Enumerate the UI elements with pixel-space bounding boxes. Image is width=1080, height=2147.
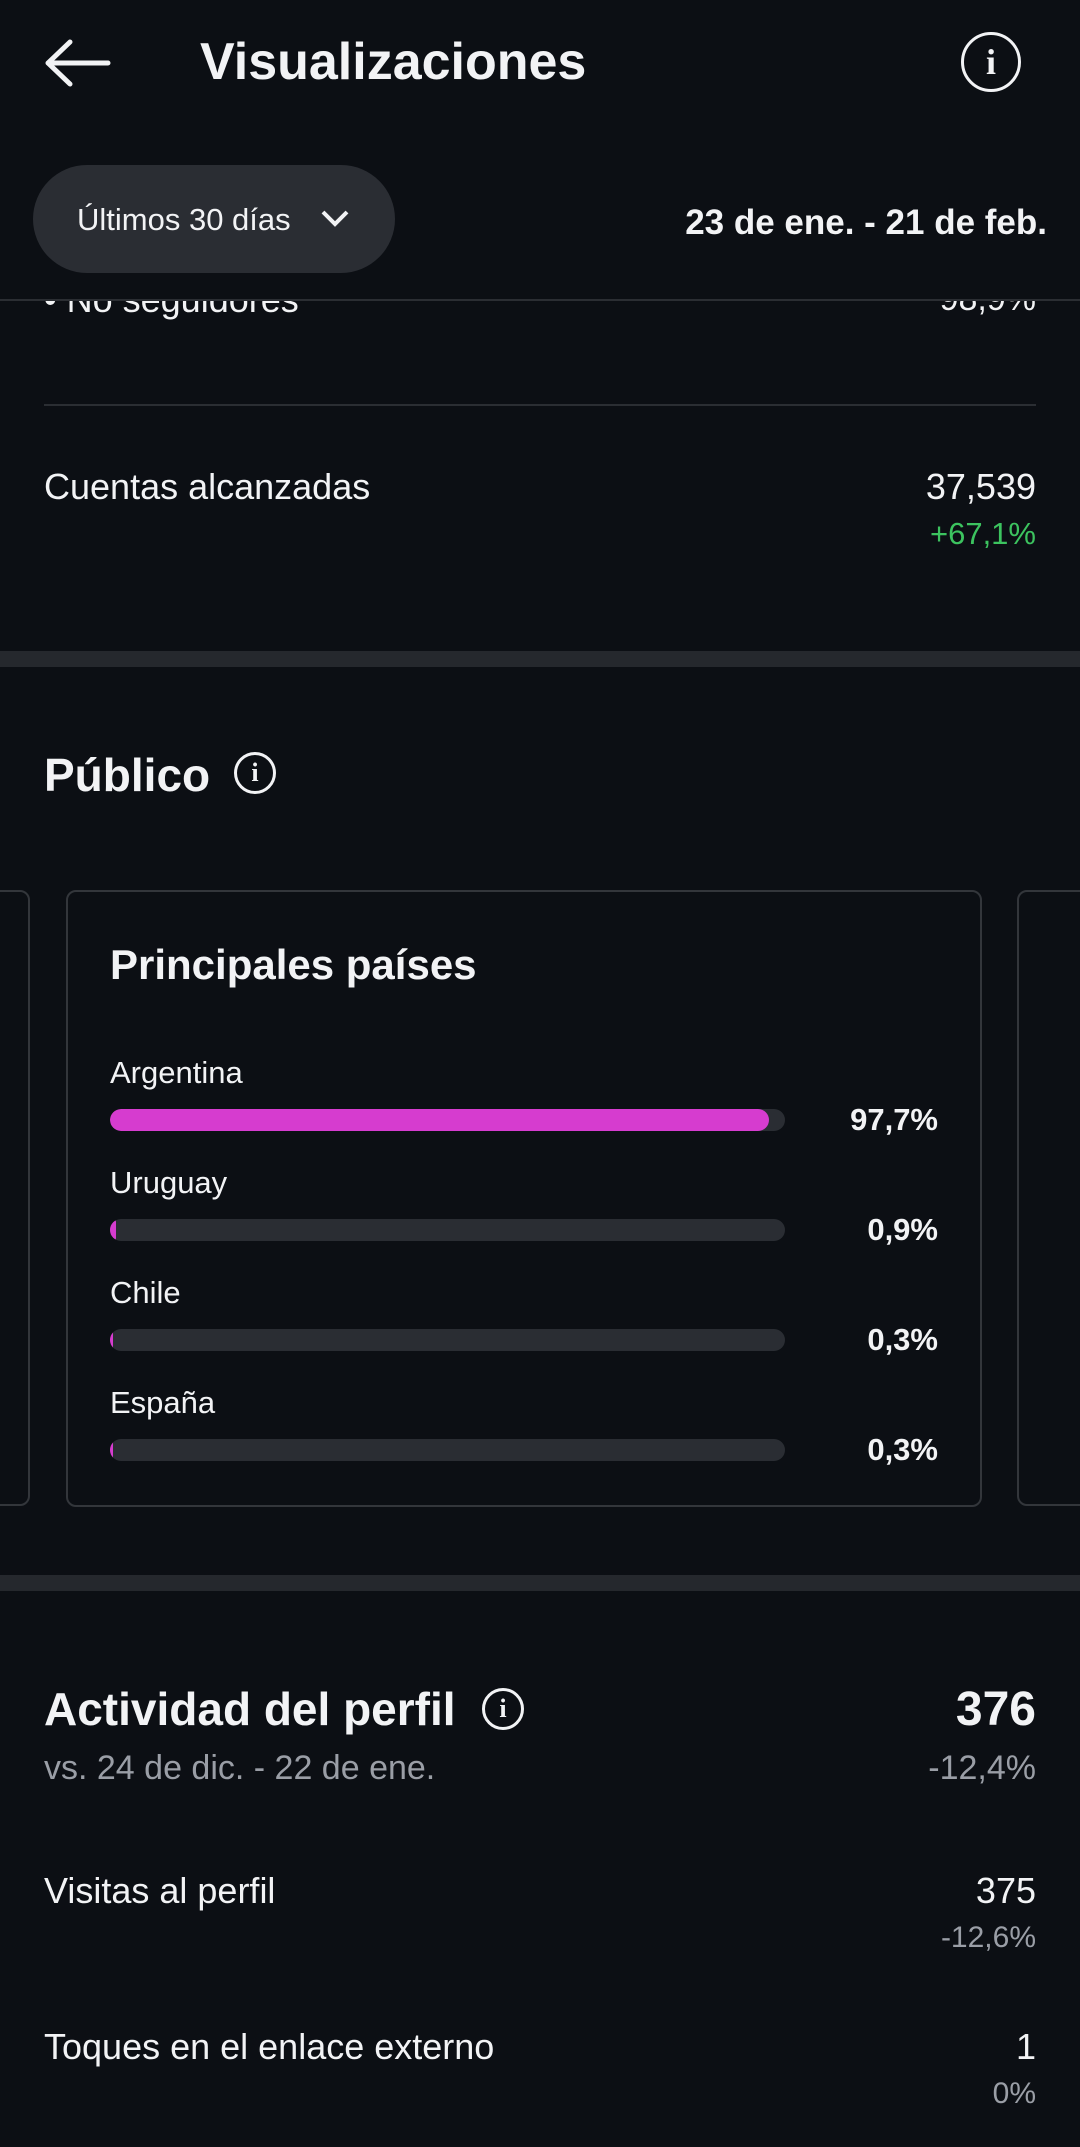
info-button[interactable]: i	[961, 32, 1021, 92]
section-title: Público	[44, 749, 211, 801]
country-label: Argentina	[110, 1055, 243, 1090]
activity-change: -12,4%	[928, 1749, 1036, 1787]
country-label: Chile	[110, 1275, 181, 1310]
country-label: España	[110, 1385, 216, 1420]
page-title: Visualizaciones	[200, 33, 587, 91]
row-value: 375	[975, 1870, 1036, 1911]
card-title: Principales países	[110, 941, 477, 988]
bar	[110, 1439, 113, 1461]
back-button[interactable]	[44, 38, 114, 88]
comparison: vs. 24 de dic. - 22 de ene.	[44, 1749, 436, 1787]
row-value: 1	[1015, 2026, 1036, 2067]
header: Visualizaciones i Últimos 30 días 23 de …	[0, 0, 1080, 301]
info-button[interactable]: i	[234, 752, 276, 794]
bar	[110, 1219, 117, 1241]
reach-label: Cuentas alcanzadas	[44, 466, 371, 507]
bar-track	[110, 1439, 785, 1461]
row-change: -12,6%	[940, 1921, 1036, 1954]
bar-track	[110, 1329, 785, 1351]
card[interactable]	[0, 890, 30, 1506]
reach-value: 37,539	[925, 466, 1036, 507]
country-label: Uruguay	[110, 1165, 228, 1200]
divider	[44, 404, 1036, 406]
bar	[110, 1329, 113, 1351]
section-band	[0, 651, 1080, 667]
bar-track	[110, 1109, 785, 1131]
value-label: 0,3%	[867, 1432, 938, 1467]
bar	[110, 1109, 770, 1131]
row-label: Toques en el enlace externo	[44, 2026, 495, 2067]
value-label: 97,7%	[850, 1102, 938, 1137]
period-label: Últimos 30 días	[77, 202, 291, 237]
chevron	[321, 210, 349, 227]
reach-change: +67,1%	[929, 516, 1036, 551]
row-change: 0%	[992, 2077, 1036, 2110]
value-label: 0,3%	[867, 1322, 938, 1357]
bar-track	[110, 1219, 785, 1241]
date-range: 23 de ene. - 21 de feb.	[685, 203, 1047, 242]
countries-card[interactable]: Principales países Argentina 97,7% Uruguay…	[66, 890, 982, 1507]
info-button[interactable]: i	[482, 1688, 524, 1730]
period-selector[interactable]: Últimos 30 días	[33, 165, 395, 273]
card[interactable]	[1017, 890, 1080, 1506]
row-label: Visitas al perfil	[44, 1870, 276, 1911]
section-band	[0, 1575, 1080, 1591]
activity-value: 376	[955, 1683, 1036, 1736]
section-title: Actividad del perfil	[44, 1683, 456, 1735]
value-label: 0,9%	[867, 1212, 938, 1247]
